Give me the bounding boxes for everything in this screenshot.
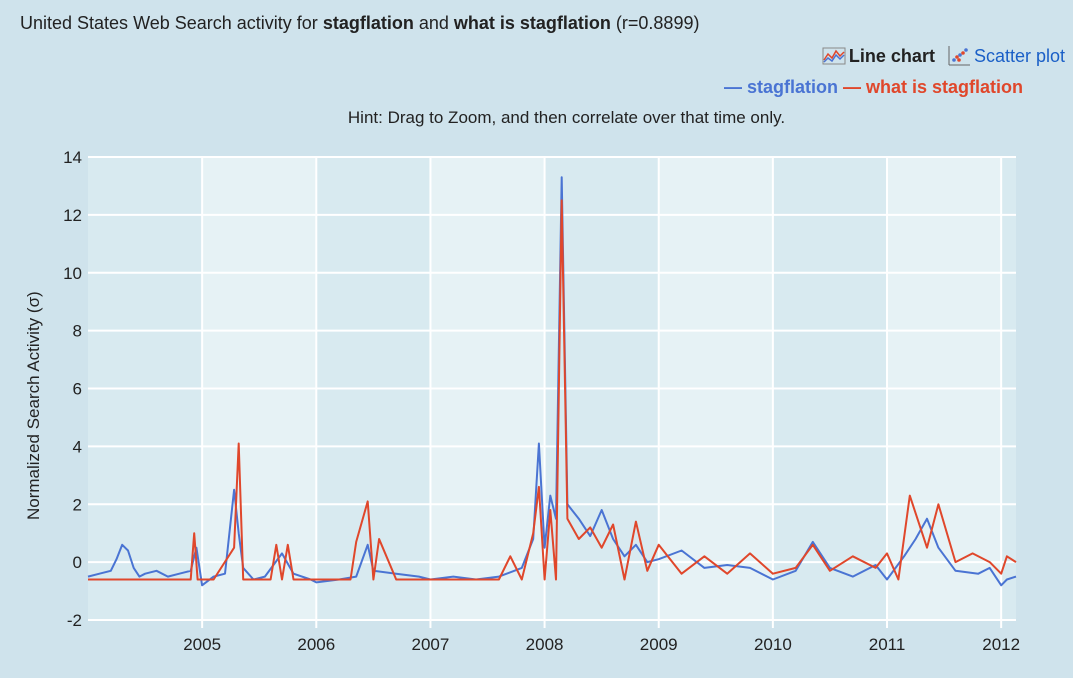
y-tick-label: 14 [63, 148, 82, 167]
scatter-plot-option[interactable]: Scatter plot [947, 45, 1065, 67]
scatter-plot-label: Scatter plot [973, 45, 1065, 66]
x-tick-label: 2007 [412, 635, 450, 654]
line-chart-option[interactable]: Line chart [822, 46, 935, 67]
hint-text: Hint: Drag to Zoom, and then correlate o… [347, 108, 786, 127]
zoom-hint: Hint: Drag to Zoom, and then correlate o… [0, 108, 1073, 128]
line-chart-label: Line chart [848, 45, 935, 66]
chart-title: United States Web Search activity for st… [20, 13, 699, 34]
y-tick-label: 8 [73, 322, 82, 341]
x-tick-labels: 2005 2006 2007 2008 2009 2010 2011 2012 [183, 635, 1020, 654]
x-tick-label: 2012 [982, 635, 1020, 654]
legend: — stagflation — what is stagflation [724, 77, 1023, 98]
y-tick-label: 12 [63, 206, 82, 225]
x-tick-label: 2008 [526, 635, 564, 654]
y-tick-label: 2 [73, 495, 82, 514]
x-tick-label: 2010 [754, 635, 792, 654]
y-tick-label: -2 [67, 611, 82, 630]
title-term2: what is stagflation [453, 13, 611, 33]
y-tick-label: 0 [73, 553, 82, 572]
x-tick-label: 2006 [297, 635, 335, 654]
series-line-what-is-stagflation [88, 199, 1017, 581]
legend-stagflation[interactable]: — stagflation [723, 77, 838, 97]
y-tick-label: 4 [73, 437, 82, 456]
line-chart-icon [822, 47, 846, 65]
scatter-plot-icon [948, 46, 970, 66]
legend-what-is-stagflation[interactable]: — what is stagflation [842, 77, 1023, 97]
x-tick-label: 2005 [183, 635, 221, 654]
series-lines [87, 176, 1017, 587]
y-tick-label: 10 [63, 264, 82, 283]
title-suffix: (r=0.8899) [610, 13, 700, 33]
view-switch: Line chart Scatter plot [822, 45, 1065, 67]
title-prefix: United States Web Search activity for [20, 13, 323, 33]
title-term1: stagflation [322, 13, 414, 33]
y-tick-labels: -2 0 2 4 6 8 10 12 14 [63, 148, 82, 630]
title-mid: and [413, 13, 454, 33]
x-tick-label: 2009 [640, 635, 678, 654]
x-tick-label: 2011 [869, 635, 906, 654]
y-tick-label: 6 [73, 380, 82, 399]
